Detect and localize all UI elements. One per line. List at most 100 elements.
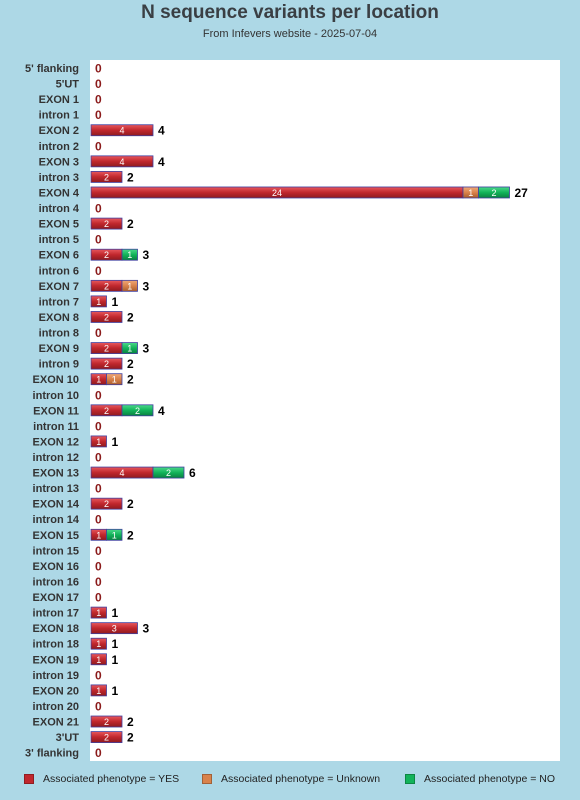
category-label-intron-16: intron 16 (33, 576, 79, 588)
category-label-intron-20: intron 20 (33, 701, 79, 713)
bar-segment-yes-exon-20 (90, 684, 107, 697)
category-label-exon-4: EXON 4 (39, 187, 80, 199)
category-label-intron-12: intron 12 (33, 452, 79, 464)
bar-segment-no-exon-9 (121, 342, 138, 354)
total-value-label: 0 (95, 62, 102, 76)
total-value-label: 1 (112, 684, 119, 698)
segment-value-label: 2 (104, 406, 109, 416)
category-label-3-ut: 3'UT (56, 732, 80, 744)
category-label-exon-12: EXON 12 (33, 436, 79, 448)
total-value-label: 1 (112, 653, 119, 667)
segment-value-label: 2 (104, 312, 109, 322)
total-value-label: 0 (95, 746, 102, 760)
bar-segment-yes-intron-7 (90, 295, 107, 308)
segment-value-label: 1 (127, 281, 132, 291)
bar-segment-yes-exon-8 (90, 311, 123, 323)
segment-value-label: 1 (112, 530, 117, 540)
total-value-label: 4 (158, 155, 165, 169)
category-label-intron-7: intron 7 (39, 296, 79, 308)
total-value-label: 0 (95, 388, 102, 402)
total-value-label: 1 (112, 435, 119, 449)
total-value-label: 4 (158, 124, 165, 138)
bar-segment-yes-exon-18 (90, 622, 138, 635)
total-value-label: 0 (95, 575, 102, 589)
segment-value-label: 1 (96, 297, 101, 307)
category-label-exon-11: EXON 11 (33, 405, 79, 417)
segment-value-label: 2 (104, 219, 109, 229)
category-label-exon-18: EXON 18 (33, 623, 79, 635)
segment-value-label: 2 (104, 359, 109, 369)
bar-segment-yes-exon-3 (90, 155, 154, 168)
total-value-label: 0 (95, 513, 102, 527)
bar-segment-unknown-exon-10 (106, 373, 123, 386)
category-label-intron-19: intron 19 (33, 670, 79, 682)
total-value-label: 0 (95, 77, 102, 91)
segment-value-label: 1 (96, 655, 101, 665)
legend-item-unknown: Associated phenotype = Unknown (202, 773, 380, 785)
total-value-label: 1 (112, 637, 119, 651)
total-value-label: 3 (143, 342, 150, 356)
legend-item-yes: Associated phenotype = YES (24, 773, 179, 785)
category-label-intron-10: intron 10 (33, 390, 79, 402)
bar-segment-unknown-exon-7 (121, 279, 138, 292)
total-value-label: 2 (127, 310, 134, 324)
segment-value-label: 1 (112, 375, 117, 385)
segment-value-label: 1 (127, 344, 132, 354)
total-value-label: 2 (127, 357, 134, 371)
bar-segment-no-exon-6 (121, 248, 138, 261)
total-value-label: 1 (112, 606, 119, 620)
legend-swatch-yes (24, 774, 34, 784)
total-value-label: 2 (127, 731, 134, 745)
total-value-label: 0 (95, 544, 102, 558)
segment-value-label: 1 (468, 188, 473, 198)
segment-value-label: 1 (96, 375, 101, 385)
chart-subtitle: From Infevers website - 2025-07-04 (202, 28, 378, 40)
legend-label-unknown: Associated phenotype = Unknown (221, 773, 381, 785)
category-label-exon-19: EXON 19 (33, 654, 79, 666)
total-value-label: 0 (95, 591, 102, 605)
total-value-label: 0 (95, 202, 102, 216)
category-label-exon-1: EXON 1 (39, 94, 79, 106)
total-value-label: 2 (127, 497, 134, 511)
legend: Associated phenotype = YES Associated ph… (0, 773, 580, 789)
category-label-intron-17: intron 17 (33, 608, 79, 620)
total-value-label: 2 (127, 373, 134, 387)
bar-segment-no-exon-15 (106, 528, 123, 541)
category-label-exon-16: EXON 16 (33, 561, 79, 573)
category-label-exon-13: EXON 13 (33, 468, 79, 480)
category-label-intron-5: intron 5 (39, 234, 79, 246)
segment-value-label: 24 (272, 188, 282, 198)
total-value-label: 2 (127, 715, 134, 729)
bar-segment-no-exon-13 (152, 466, 185, 479)
total-value-label: 0 (95, 482, 102, 496)
total-value-label: 3 (143, 279, 150, 293)
segment-value-label: 1 (96, 639, 101, 649)
category-label-exon-8: EXON 8 (39, 312, 79, 324)
category-label-exon-20: EXON 20 (33, 685, 79, 697)
legend-label-yes: Associated phenotype = YES (43, 773, 180, 785)
bar-segment-yes-exon-12 (90, 435, 107, 448)
segment-value-label: 2 (135, 406, 140, 416)
legend-swatch-unknown (202, 774, 212, 784)
total-value-label: 0 (95, 699, 102, 713)
total-value-label: 0 (95, 419, 102, 433)
category-label-exon-17: EXON 17 (33, 592, 79, 604)
legend-item-no: Associated phenotype = NO (405, 773, 555, 785)
total-value-label: 0 (95, 233, 102, 247)
bar-segment-yes-intron-17 (90, 606, 107, 619)
bar-segment-yes-3-ut (90, 731, 123, 743)
segment-value-label: 1 (96, 530, 101, 540)
segment-value-label: 2 (491, 188, 496, 198)
bar-segment-yes-intron-9 (90, 357, 123, 370)
segment-value-label: 4 (119, 468, 124, 478)
category-label-exon-7: EXON 7 (39, 281, 79, 293)
total-value-label: 2 (127, 170, 134, 184)
category-label-5-ut: 5'UT (56, 79, 80, 91)
segment-value-label: 2 (104, 717, 109, 727)
legend-swatch-no (405, 774, 415, 784)
category-label-exon-2: EXON 2 (39, 125, 79, 137)
bar-segment-yes-exon-5 (90, 217, 123, 230)
total-value-label: 27 (515, 186, 529, 200)
category-label-exon-15: EXON 15 (33, 530, 79, 542)
